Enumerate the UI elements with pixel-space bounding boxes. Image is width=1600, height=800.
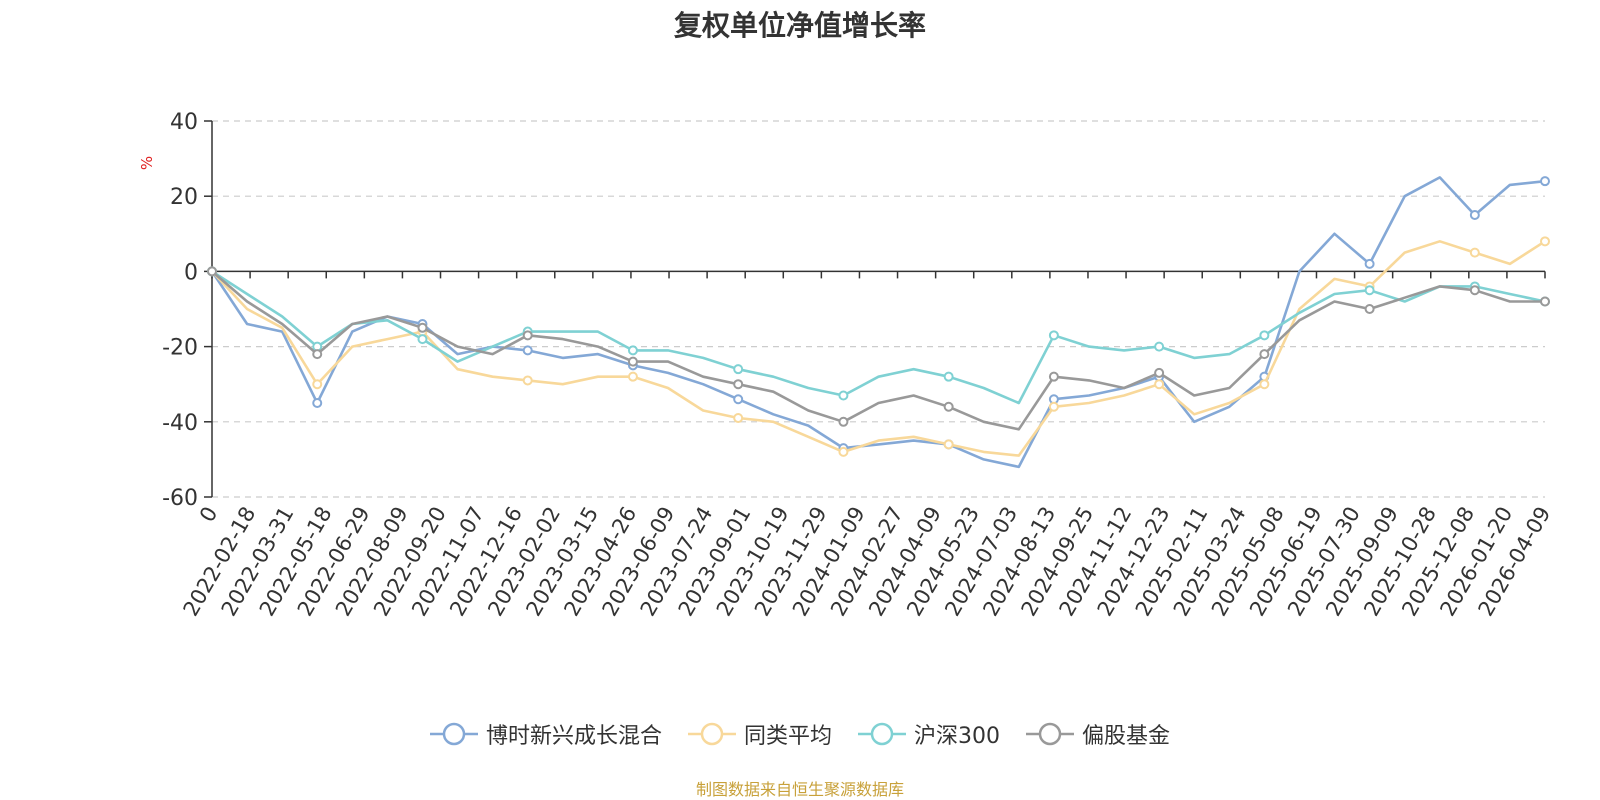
data-point xyxy=(627,371,638,382)
data-point xyxy=(733,364,744,375)
y-tick-label: -20 xyxy=(162,336,198,361)
legend-item-equity-fund[interactable]: 偏股基金 xyxy=(1026,718,1170,750)
data-point xyxy=(1540,176,1550,187)
x-tick-label: 0 xyxy=(195,503,222,527)
y-tick-label: -40 xyxy=(162,411,198,436)
data-point xyxy=(943,401,954,412)
data-point xyxy=(1540,236,1550,247)
data-point xyxy=(943,439,954,450)
chart-title: 复权单位净值增长率 xyxy=(673,9,926,42)
y-tick-label: 0 xyxy=(184,260,198,285)
legend-label: 偏股基金 xyxy=(1082,724,1171,749)
data-point xyxy=(1048,371,1059,382)
source-note: 制图数据来自恒生聚源数据库 xyxy=(695,780,904,799)
data-point xyxy=(627,345,638,356)
data-point xyxy=(1259,330,1270,341)
data-point xyxy=(312,349,323,360)
data-point xyxy=(1364,304,1375,314)
y-tick-label: 20 xyxy=(170,185,198,210)
data-point xyxy=(312,379,323,390)
y-tick-label: -60 xyxy=(162,486,198,511)
series-line-2 xyxy=(211,270,1546,405)
legend-item-peer-avg[interactable]: 同类平均 xyxy=(687,718,832,750)
data-point xyxy=(522,345,533,356)
legend-label: 沪深300 xyxy=(914,724,1000,749)
data-point xyxy=(733,394,744,405)
y-axis-label: % xyxy=(138,156,156,170)
data-point xyxy=(522,375,533,386)
data-point xyxy=(1364,258,1375,269)
data-point xyxy=(1259,349,1270,360)
data-point xyxy=(733,379,744,390)
data-point xyxy=(1048,401,1059,412)
data-point xyxy=(1048,330,1059,341)
legend-item-hs300[interactable]: 沪深300 xyxy=(858,718,1000,750)
legend-marker-icon xyxy=(429,722,478,746)
series-line-0 xyxy=(210,176,1546,469)
legend-marker-icon xyxy=(687,722,736,746)
y-tick-label: 40 xyxy=(170,110,198,135)
data-point xyxy=(312,398,323,408)
data-point xyxy=(1364,285,1375,296)
data-point xyxy=(943,371,954,382)
legend-marker-icon xyxy=(858,722,906,746)
data-point xyxy=(207,266,217,277)
data-point xyxy=(838,446,849,457)
legend-marker-icon xyxy=(1026,722,1074,746)
data-point xyxy=(1154,379,1165,390)
series-line-3 xyxy=(211,270,1545,431)
data-point xyxy=(838,390,849,401)
legend-label: 博时新兴成长混合 xyxy=(485,724,662,749)
legend-item-bs[interactable]: 博时新兴成长混合 xyxy=(429,718,662,750)
legend: 博时新兴成长混合 同类平均 沪深300 偏股基金 xyxy=(0,718,1600,750)
data-point xyxy=(1540,296,1550,307)
data-point xyxy=(1469,285,1480,296)
data-point xyxy=(1469,247,1480,258)
data-point xyxy=(838,416,849,427)
data-point xyxy=(417,322,428,333)
data-point xyxy=(1259,379,1270,390)
legend-label: 同类平均 xyxy=(743,724,832,749)
data-point xyxy=(522,330,533,341)
data-point xyxy=(1154,367,1165,378)
data-point xyxy=(1469,210,1480,220)
data-point xyxy=(417,334,428,345)
data-point xyxy=(733,413,744,424)
series-line-1 xyxy=(211,240,1546,457)
data-point xyxy=(627,356,638,367)
data-point xyxy=(1154,341,1165,352)
